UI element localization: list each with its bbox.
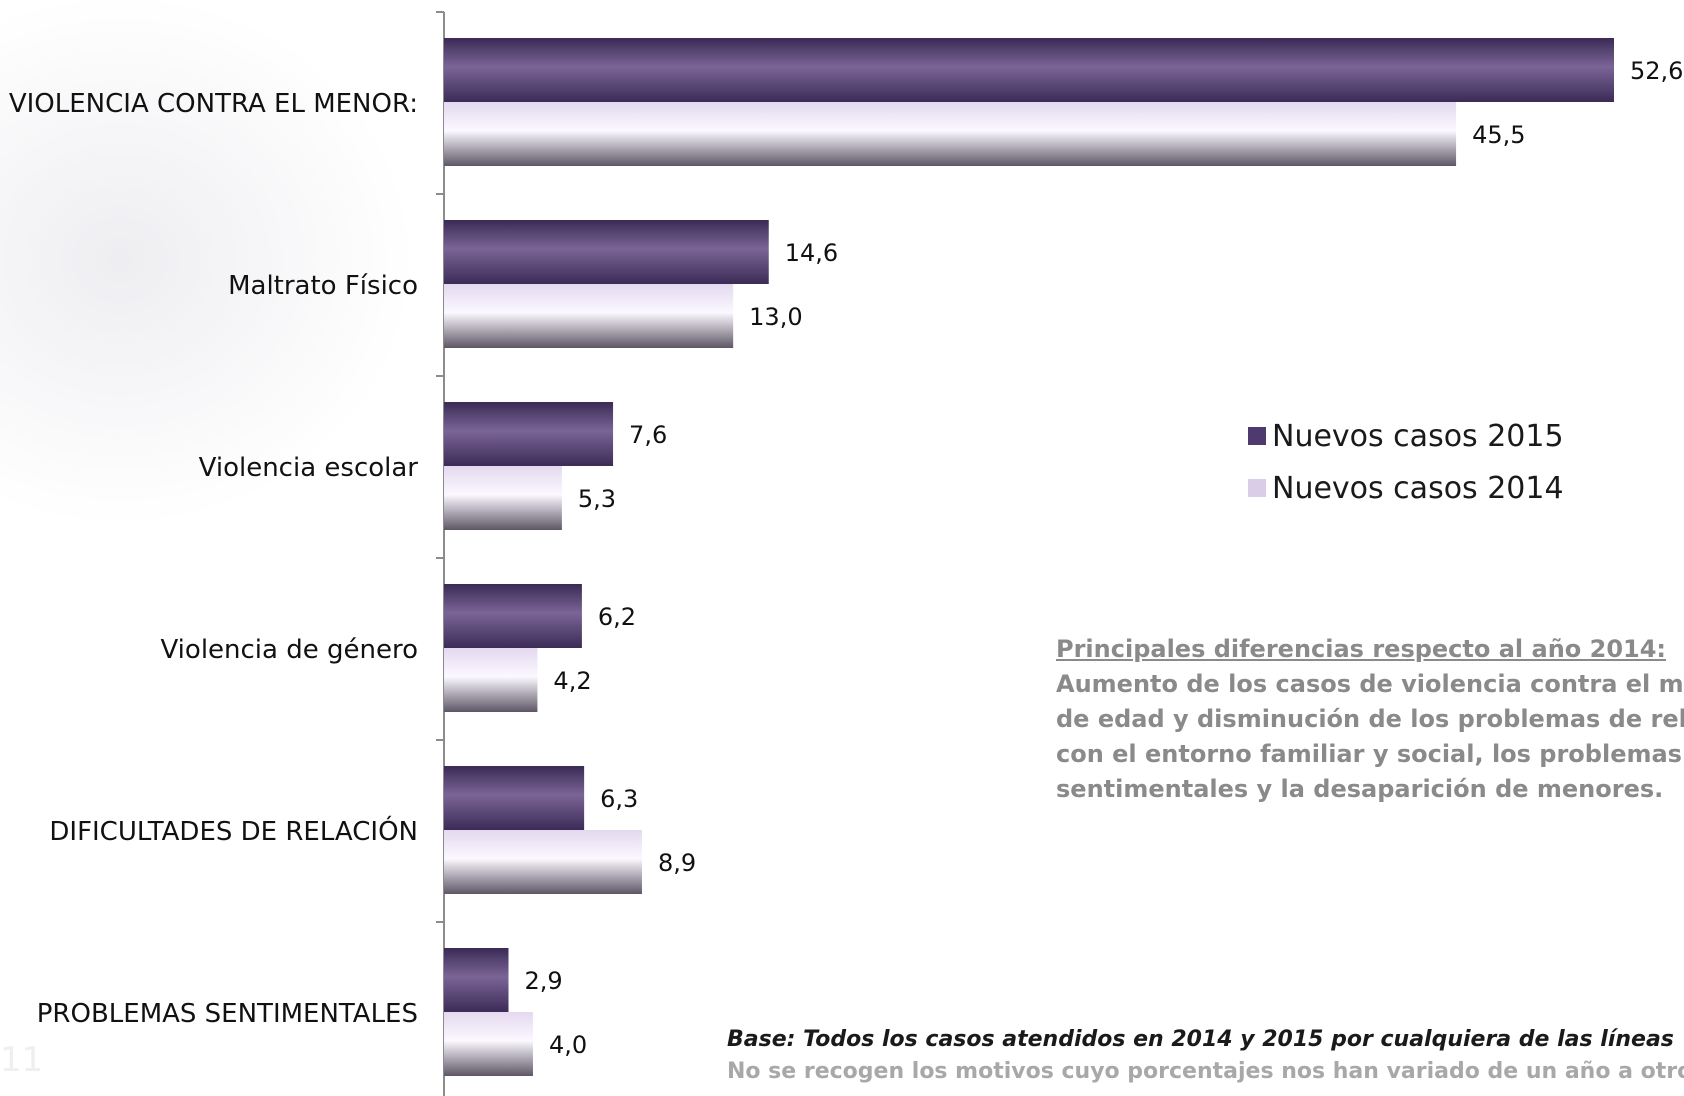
bar-2014 [444,830,642,894]
data-label: 5,3 [578,485,616,513]
legend-swatch-2015 [1248,427,1266,445]
base-footnote: Base: Todos los casos atendidos en 2014 … [727,1024,1684,1088]
data-label: 52,6 [1630,57,1683,85]
category-label: VIOLENCIA CONTRA EL MENOR: [9,89,418,119]
bar-2015 [444,402,614,466]
notes-line: con el entorno familiar y social, los pr… [1056,740,1682,768]
data-label: 14,6 [785,239,838,267]
data-label: 8,9 [658,849,696,877]
legend-swatch-2014 [1248,479,1266,497]
notes-line: de edad y disminución de los problemas d… [1056,705,1684,733]
page-number: 11 [0,1040,44,1080]
bar-2014 [444,102,1457,166]
base-main-text: Base: Todos los casos atendidos en 2014 … [727,1027,1674,1052]
bar-2015 [444,766,585,830]
notes-line: Aumento de los casos de violencia contra… [1056,670,1684,698]
base-sub-text: No se recogen los motivos cuyo porcentaj… [727,1059,1684,1084]
data-label: 4,2 [553,667,591,695]
category-label: Violencia escolar [199,453,419,483]
bar-2014 [444,648,538,712]
legend: Nuevos casos 2015 Nuevos casos 2014 [1248,410,1564,514]
bar-2014 [444,466,562,530]
bar-2015 [444,38,1614,102]
bar-2014 [444,1012,533,1076]
data-label: 13,0 [749,303,802,331]
notes-box: Principales diferencias respecto al año … [1056,632,1684,807]
bar-2015 [444,948,509,1012]
data-label: 4,0 [549,1031,587,1059]
notes-line: sentimentales y la desaparición de menor… [1056,775,1664,803]
category-label: Violencia de género [160,635,418,665]
data-label: 2,9 [525,967,563,995]
category-label: DIFICULTADES DE RELACIÓN [49,815,418,847]
data-label: 7,6 [629,421,667,449]
data-label: 45,5 [1472,121,1525,149]
category-label: PROBLEMAS SENTIMENTALES [37,999,418,1029]
legend-label-2015: Nuevos casos 2015 [1272,418,1564,454]
data-label: 6,3 [600,785,638,813]
legend-item-2015: Nuevos casos 2015 [1248,410,1564,462]
legend-label-2014: Nuevos casos 2014 [1272,470,1564,506]
data-label: 6,2 [598,603,636,631]
notes-heading: Principales diferencias respecto al año … [1056,635,1667,663]
bar-2014 [444,284,734,348]
category-label: Maltrato Físico [228,271,418,301]
bar-2015 [444,584,582,648]
bar-2015 [444,220,769,284]
legend-item-2014: Nuevos casos 2014 [1248,462,1564,514]
